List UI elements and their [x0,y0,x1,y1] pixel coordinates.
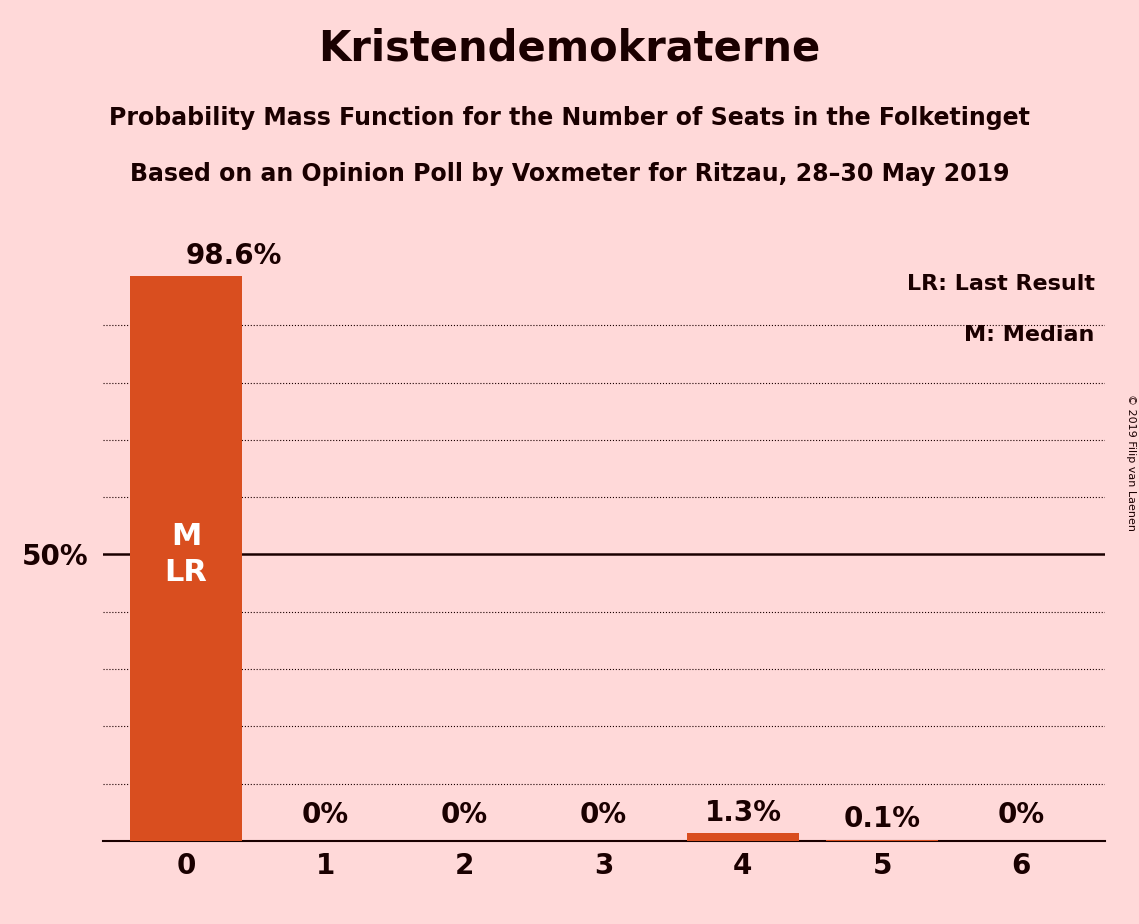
Bar [130,276,241,841]
Text: 0%: 0% [998,801,1044,830]
Text: 0%: 0% [441,801,487,830]
Text: Probability Mass Function for the Number of Seats in the Folketinget: Probability Mass Function for the Number… [109,106,1030,130]
Text: 1.3%: 1.3% [704,798,781,826]
Text: Based on an Opinion Poll by Voxmeter for Ritzau, 28–30 May 2019: Based on an Opinion Poll by Voxmeter for… [130,162,1009,186]
Text: © 2019 Filip van Laenen: © 2019 Filip van Laenen [1126,394,1136,530]
Text: M
LR: M LR [165,522,207,587]
Bar [687,833,798,841]
Text: 0%: 0% [302,801,349,830]
Text: 0.1%: 0.1% [844,806,920,833]
Text: 98.6%: 98.6% [186,242,282,270]
Text: 0%: 0% [580,801,628,830]
Text: Kristendemokraterne: Kristendemokraterne [319,28,820,69]
Text: M: Median: M: Median [965,325,1095,346]
Text: LR: Last Result: LR: Last Result [907,274,1095,294]
